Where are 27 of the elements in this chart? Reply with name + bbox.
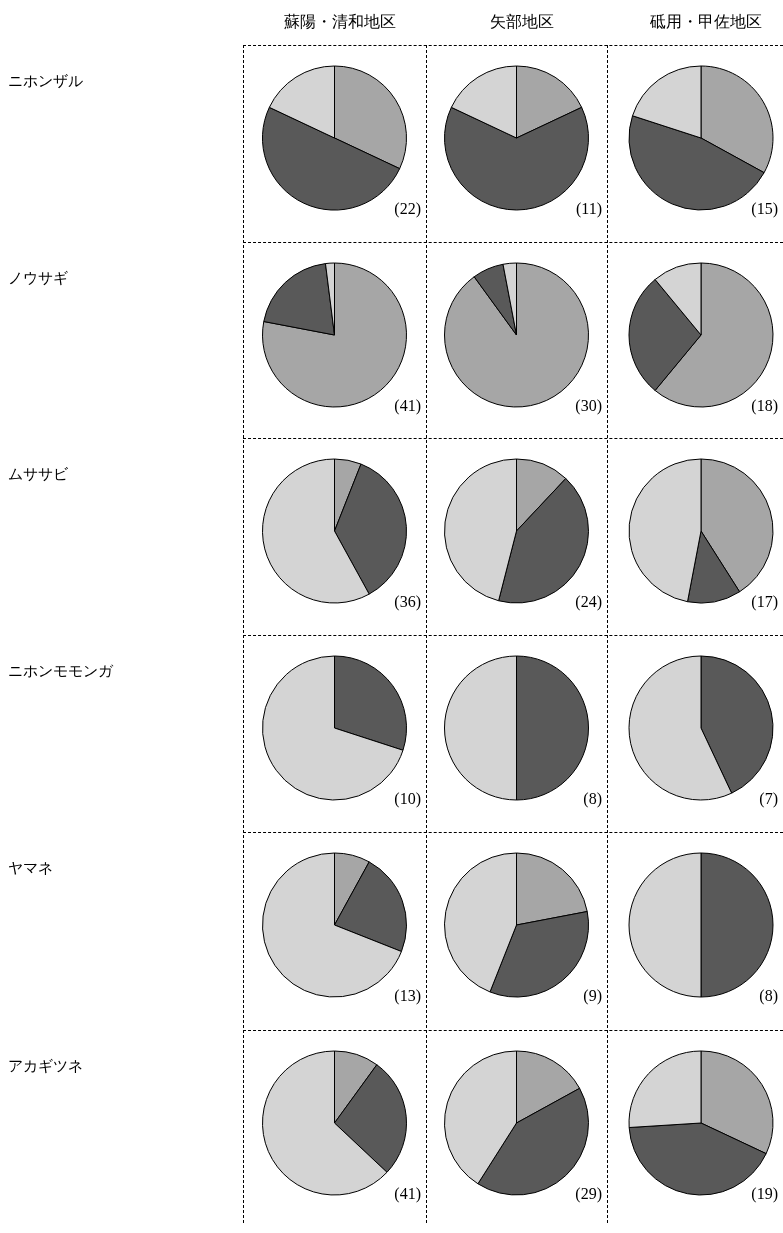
- text: (41): [394, 1184, 421, 1203]
- text: (8): [583, 789, 602, 808]
- text: (41): [394, 396, 421, 415]
- chart-title: 矢部地区: [489, 12, 554, 30]
- text: ムササビ: [8, 465, 69, 482]
- text: アカギツネ: [8, 1057, 83, 1074]
- chart-title: 砥用・甲佐地区: [649, 12, 762, 30]
- text: (29): [575, 1184, 602, 1203]
- text: (13): [394, 986, 421, 1005]
- text: ノウサギ: [8, 269, 68, 286]
- text: ヤマネ: [8, 859, 53, 876]
- text: ニホンザル: [8, 72, 83, 89]
- text: (24): [575, 592, 602, 611]
- text: (30): [575, 396, 602, 415]
- text: (11): [575, 199, 602, 218]
- text: (10): [394, 789, 421, 808]
- text: (22): [394, 199, 421, 218]
- text: (17): [751, 592, 778, 611]
- text: (36): [394, 592, 421, 611]
- chart-title: 蘇陽・清和地区: [283, 12, 396, 30]
- text: (15): [751, 199, 778, 218]
- text: (9): [583, 986, 602, 1005]
- text: (18): [751, 396, 778, 415]
- text: (7): [759, 789, 778, 808]
- text: (8): [759, 986, 778, 1005]
- text: ニホンモモンガ: [8, 662, 114, 679]
- text: (19): [751, 1184, 778, 1203]
